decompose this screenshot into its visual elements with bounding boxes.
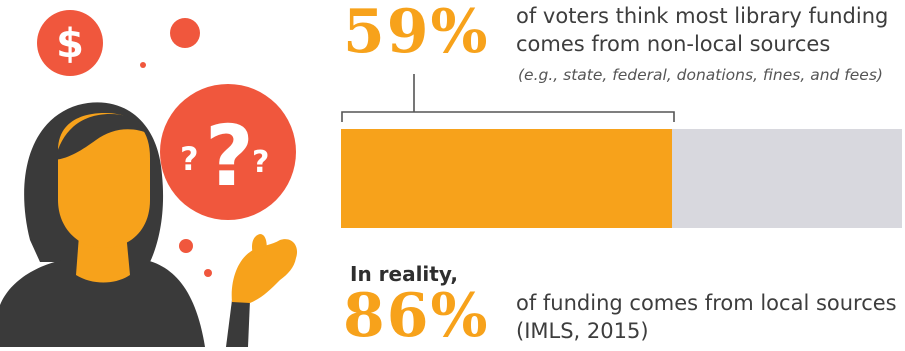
question-mark-small-left: ?	[180, 140, 199, 178]
perception-examples-note: (e.g., state, federal, donations, fines,…	[518, 66, 883, 84]
question-mark-small-right: ?	[252, 145, 269, 180]
reality-percent: 86%	[343, 281, 490, 351]
question-marks-icon: ? ? ?	[160, 84, 296, 220]
decorative-dot	[170, 18, 200, 48]
decorative-dot	[140, 62, 146, 68]
perception-description: of voters think most library funding com…	[516, 4, 889, 56]
dollar-symbol: $	[56, 21, 84, 67]
reality-intro: In reality,	[350, 262, 458, 286]
funding-bar-track	[341, 129, 902, 228]
woman-figure	[0, 102, 298, 347]
perception-percent: 59%	[343, 0, 490, 67]
dollar-icon: $	[37, 10, 103, 76]
reality-description: of funding comes from local sources (IML…	[516, 291, 897, 343]
person-thinking-illustration: $ ? ? ?	[0, 10, 298, 347]
funding-bar-fill	[341, 129, 672, 228]
question-mark-large: ?	[205, 107, 254, 205]
decorative-dot	[204, 269, 212, 277]
bar-bracket	[341, 74, 675, 122]
decorative-dot	[179, 239, 193, 253]
